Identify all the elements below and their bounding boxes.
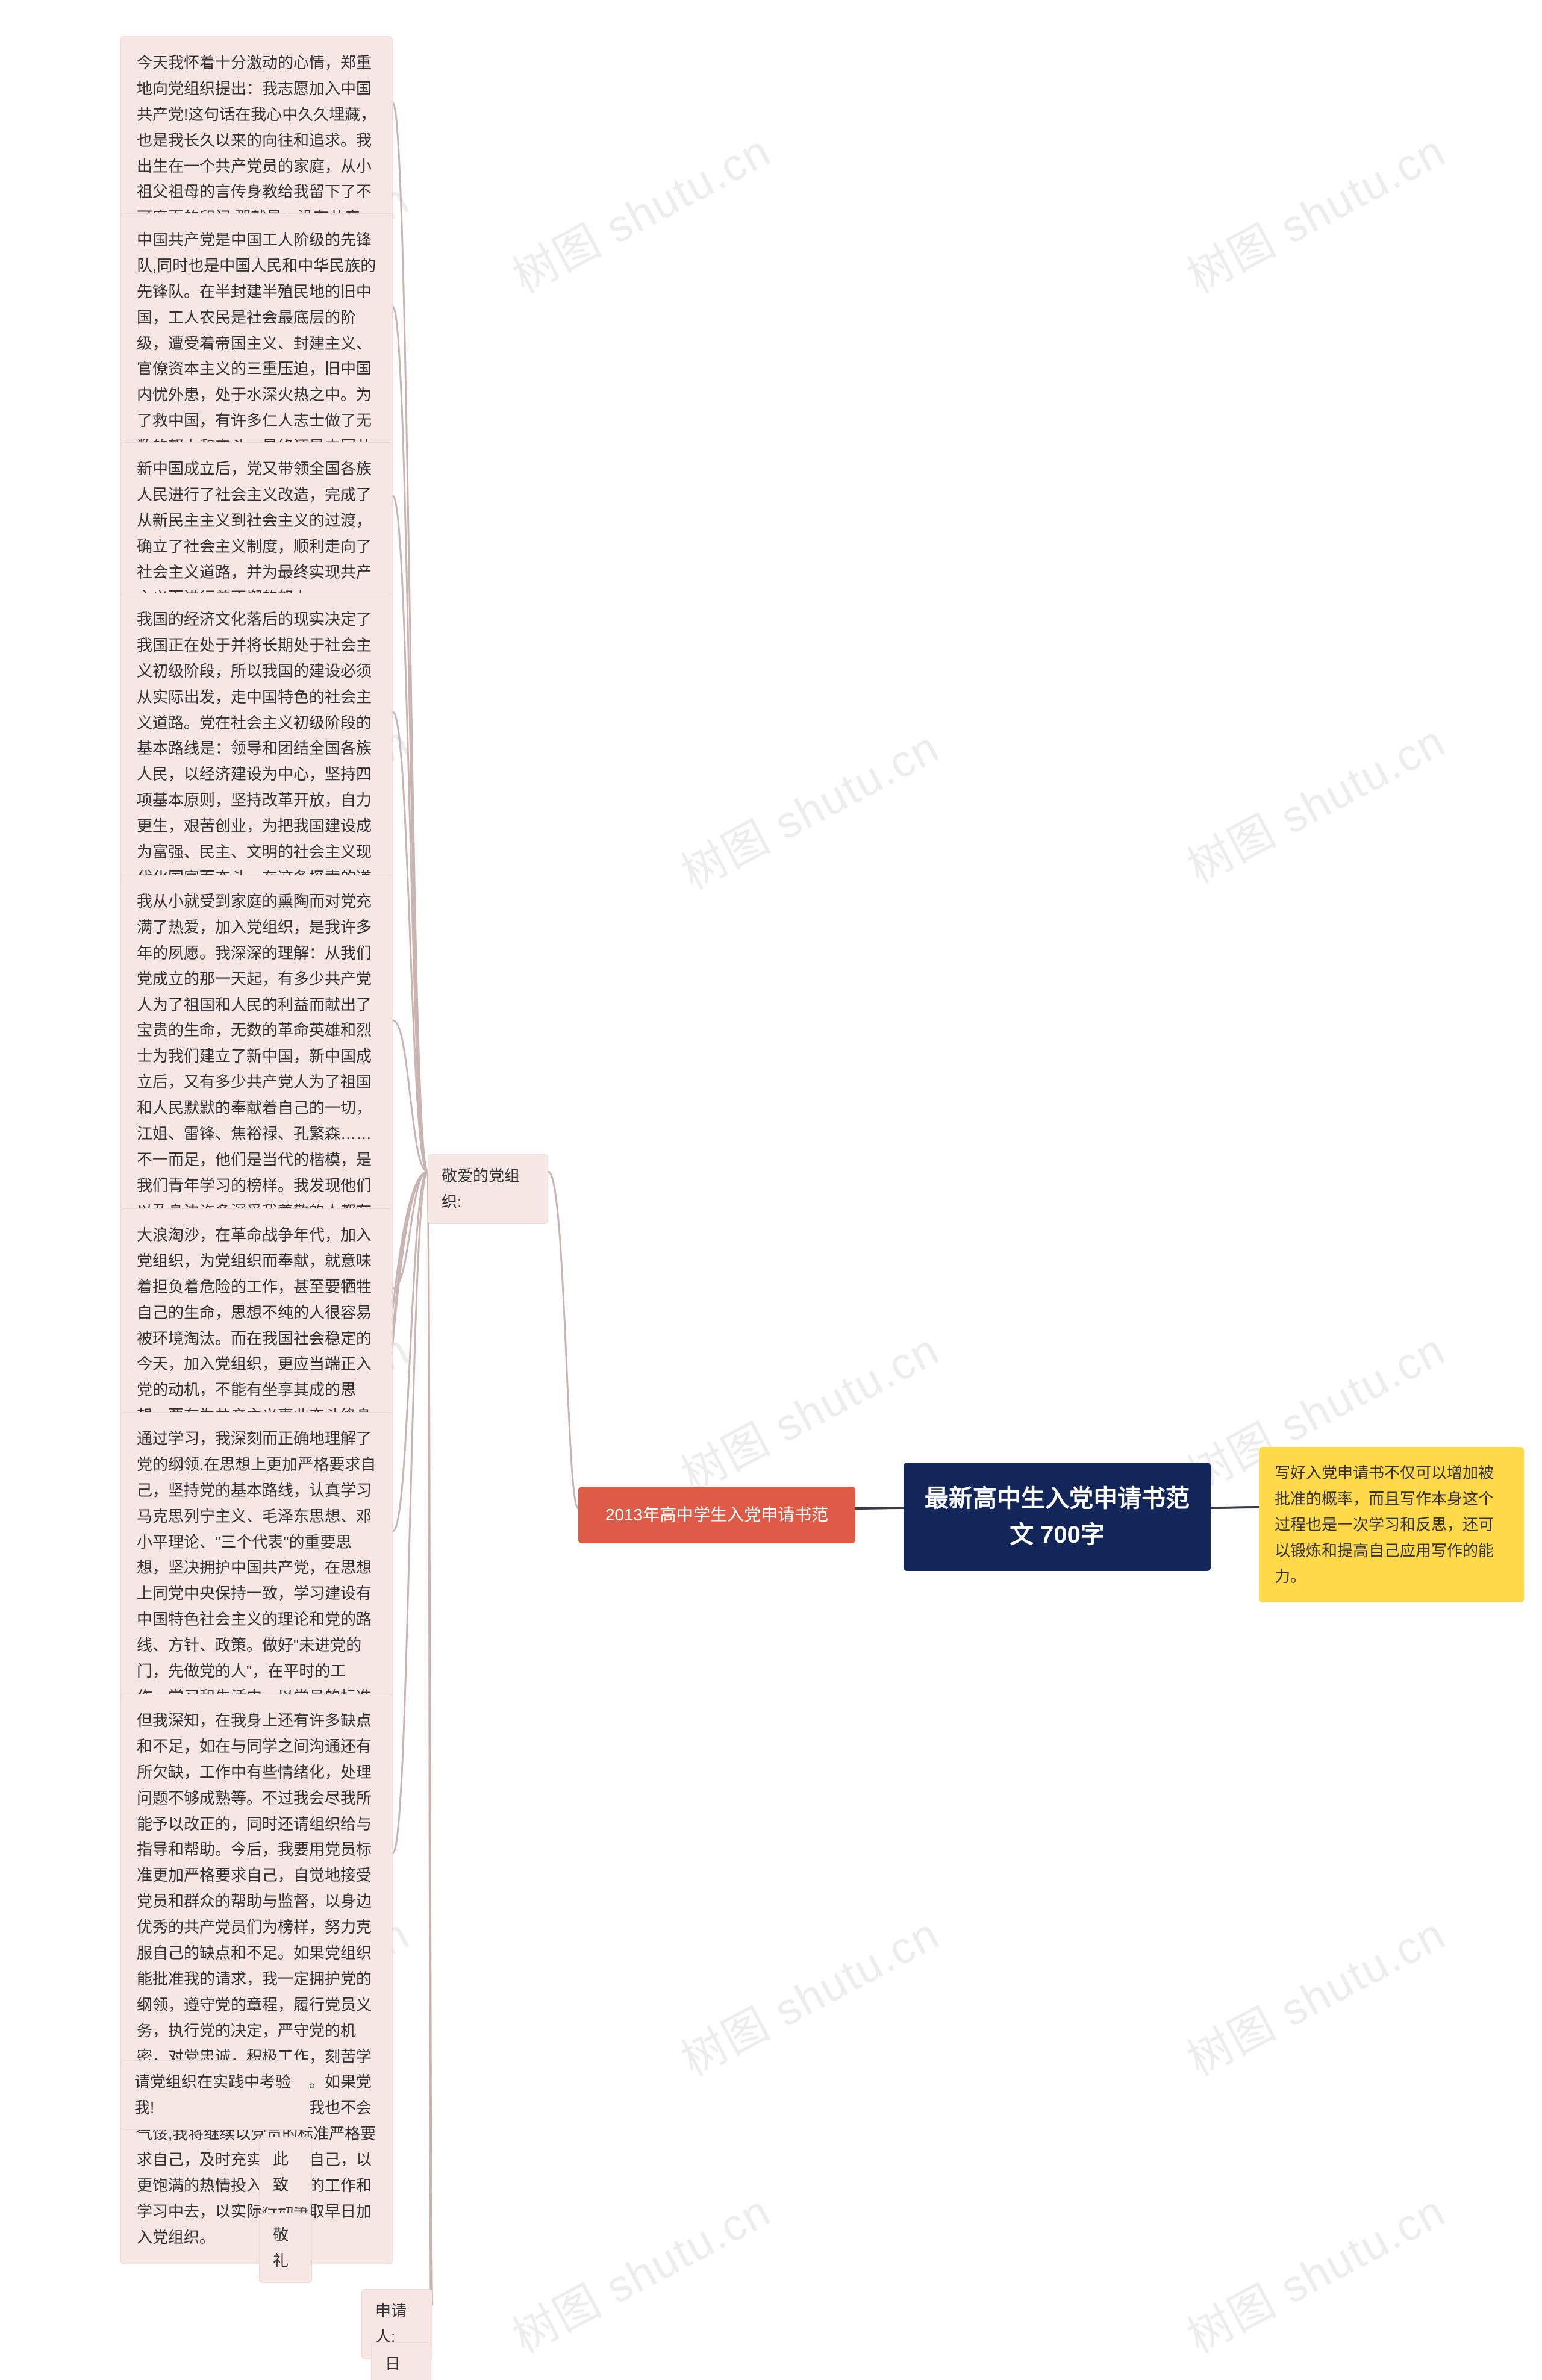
watermark-text: 树图 shutu.cn: [1175, 706, 1455, 896]
paragraph-node[interactable]: 但我深知，在我身上还有许多缺点和不足，如在与同学之间沟通还有所欠缺，工作中有些情…: [120, 1694, 393, 2264]
watermark-text: 树图 shutu.cn: [500, 2176, 780, 2366]
mindmap-canvas: 树图 shutu.cn 树图 shutu.cn 树图 shutu.cn 树图 shut…: [0, 0, 1542, 2380]
watermark-text: 树图 shutu.cn: [1175, 116, 1455, 305]
root-node[interactable]: 最新高中生入党申请书范文 700字: [904, 1463, 1211, 1571]
watermark-text: 树图 shutu.cn: [1175, 1899, 1455, 2088]
greeting-node[interactable]: 敬爱的党组织:: [428, 1154, 548, 1224]
paragraph-node[interactable]: 日期:: [371, 2342, 431, 2380]
paragraph-node[interactable]: 敬礼: [259, 2213, 312, 2283]
watermark-text: 树图 shutu.cn: [669, 712, 949, 902]
left-child-node[interactable]: 2013年高中学生入党申请书范: [578, 1487, 855, 1543]
watermark-text: 树图 shutu.cn: [1175, 2176, 1455, 2366]
watermark-text: 树图 shutu.cn: [669, 1899, 949, 2088]
right-child-node[interactable]: 写好入党申请书不仅可以增加被批准的概率，而且写作本身这个过程也是一次学习和反思，…: [1259, 1447, 1524, 1602]
paragraph-node[interactable]: 请党组织在实践中考验我!: [120, 2060, 308, 2130]
watermark-text: 树图 shutu.cn: [500, 116, 780, 305]
paragraph-node[interactable]: 此致: [259, 2137, 312, 2207]
